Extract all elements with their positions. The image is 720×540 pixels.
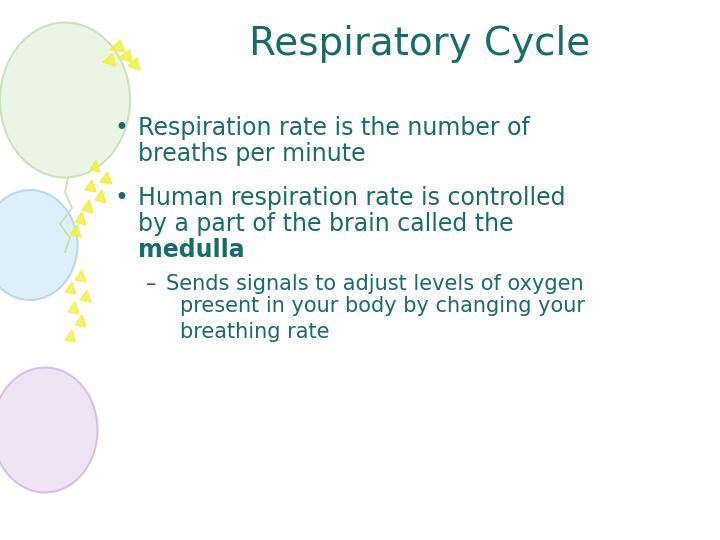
Polygon shape bbox=[90, 160, 100, 172]
Polygon shape bbox=[65, 282, 76, 294]
Polygon shape bbox=[65, 330, 76, 342]
Polygon shape bbox=[95, 190, 106, 203]
Text: medulla: medulla bbox=[138, 238, 245, 262]
Ellipse shape bbox=[0, 23, 130, 178]
Text: Sends signals to adjust levels of oxygen: Sends signals to adjust levels of oxygen bbox=[166, 274, 584, 294]
Text: present in your body by changing your: present in your body by changing your bbox=[180, 296, 585, 316]
Text: Human respiration rate is controlled: Human respiration rate is controlled bbox=[138, 186, 565, 210]
Text: •: • bbox=[115, 116, 129, 140]
Polygon shape bbox=[118, 50, 132, 62]
Polygon shape bbox=[103, 54, 116, 66]
Text: Respiration rate is the number of: Respiration rate is the number of bbox=[138, 116, 530, 140]
Polygon shape bbox=[100, 172, 112, 184]
Text: breaths per minute: breaths per minute bbox=[138, 142, 366, 166]
Text: Respiratory Cycle: Respiratory Cycle bbox=[249, 25, 590, 63]
Polygon shape bbox=[70, 225, 81, 237]
Ellipse shape bbox=[0, 368, 97, 492]
Ellipse shape bbox=[0, 190, 78, 300]
Text: •: • bbox=[115, 186, 129, 210]
Text: by a part of the brain called the: by a part of the brain called the bbox=[138, 212, 513, 236]
Polygon shape bbox=[75, 212, 86, 225]
Polygon shape bbox=[82, 200, 93, 213]
Polygon shape bbox=[75, 270, 86, 282]
Polygon shape bbox=[75, 315, 86, 327]
Text: –: – bbox=[146, 274, 156, 294]
Polygon shape bbox=[128, 58, 140, 70]
Polygon shape bbox=[68, 302, 79, 314]
Polygon shape bbox=[110, 40, 125, 52]
Text: breathing rate: breathing rate bbox=[180, 322, 330, 342]
Polygon shape bbox=[80, 290, 91, 302]
Polygon shape bbox=[85, 180, 96, 192]
